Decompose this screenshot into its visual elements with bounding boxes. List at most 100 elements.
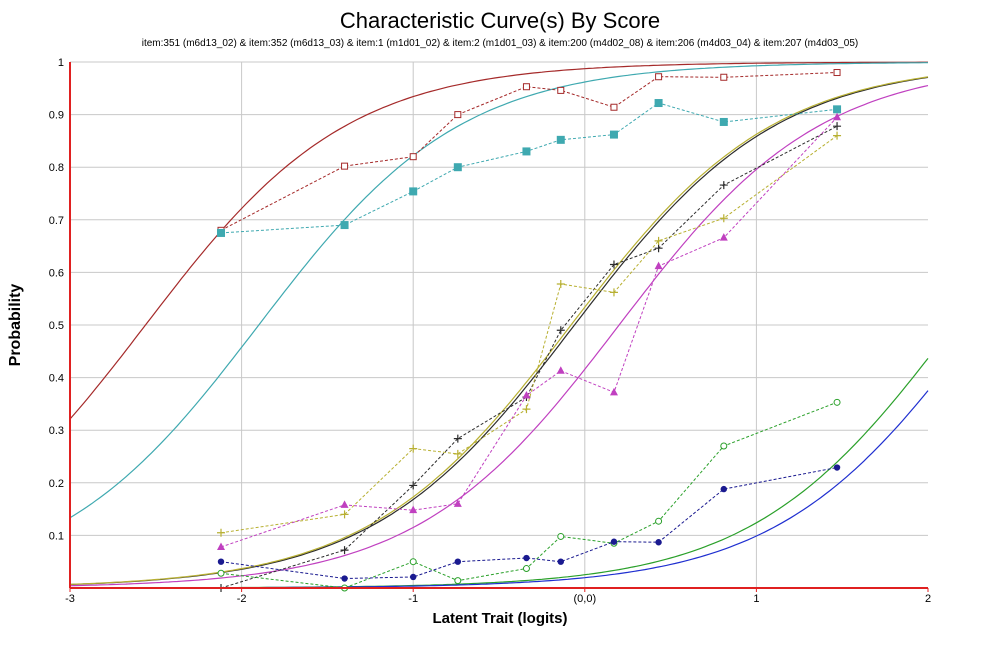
data-point-s1-5 [522,83,530,91]
data-point-s2-4 [453,163,462,172]
data-point-s6-1 [217,569,225,577]
data-point-s7-6 [557,558,564,565]
x-tick-label: -1 [408,593,418,605]
data-point-s5-7 [609,387,618,396]
data-point-s4-10 [833,131,842,140]
data-point-s3-7 [609,260,618,269]
model-curve-3 [69,76,929,586]
observed-line-1 [220,72,838,231]
data-point-s5-3 [409,505,418,514]
data-point-s1-2 [341,162,349,170]
data-point-s4-3 [409,444,418,453]
data-point-s3-3 [409,481,418,490]
data-point-s1-6 [557,86,565,94]
data-point-s4-7 [609,288,618,297]
data-point-s5-5 [522,390,531,399]
observed-line-2 [220,102,838,234]
data-point-s3-6 [556,326,565,335]
model-curve-4 [69,76,929,585]
data-point-s6-5 [522,565,530,573]
data-point-s2-5 [522,147,531,156]
observed-series [217,69,842,592]
data-point-s6-3 [409,558,417,566]
y-tick-label: 0.9 [49,110,64,122]
data-point-s3-2 [340,546,349,555]
data-point-s7-1 [217,558,225,565]
data-point-s4-9 [719,214,728,223]
data-point-s4-6 [556,279,565,288]
data-point-s7-2 [341,575,348,582]
y-tick-label: 0.8 [49,162,64,174]
model-curve-1 [69,61,928,420]
data-point-s7-4 [454,558,462,565]
model-curve-7 [70,390,929,589]
data-point-s4-4 [453,449,462,458]
model-curve-5 [69,85,929,587]
chart-subtitle: item:351 (m6d13_02) & item:352 (m6d13_03… [141,38,859,49]
data-point-s2-3 [409,187,418,196]
data-point-s7-8 [655,539,662,546]
chart-title: Characteristic Curve(s) By Score [339,8,661,33]
data-point-s7-9 [720,485,727,493]
data-point-s4-5 [522,405,531,414]
observed-line-5 [220,116,838,548]
y-tick-label: 0.4 [49,373,64,385]
data-point-s2-8 [654,99,663,108]
x-tick-label: -3 [65,593,75,605]
data-point-s5-6 [556,366,565,374]
data-point-s2-6 [556,135,565,144]
x-tick-label: 1 [753,593,759,605]
y-tick-label: 0.3 [49,425,64,437]
data-point-s1-3 [409,153,417,161]
data-point-s6-6 [557,532,565,540]
data-point-s2-1 [217,228,226,237]
data-point-s3-4 [453,434,462,443]
data-point-s6-10 [833,398,841,406]
grid [70,61,928,588]
data-point-s3-8 [654,244,663,253]
data-point-s6-8 [655,517,663,525]
data-point-s5-2 [340,500,349,508]
x-tick-label: -2 [237,593,247,605]
data-point-s6-4 [454,577,462,585]
data-point-s1-8 [655,73,663,81]
data-point-s4-2 [340,510,349,519]
data-point-s2-9 [719,117,728,126]
data-point-s4-1 [217,528,226,537]
x-axis-label: Latent Trait (logits) [432,610,568,627]
y-tick-label: 1 [58,57,64,69]
data-point-s1-10 [833,69,841,77]
observed-line-7 [220,467,838,580]
observed-line-6 [220,401,838,589]
data-point-s5-1 [217,542,226,550]
data-point-s5-10 [833,112,842,121]
data-point-s6-9 [720,442,728,450]
data-point-s1-4 [454,111,462,119]
data-point-s7-5 [523,554,530,562]
model-curve-6 [70,358,929,589]
data-point-s1-9 [720,73,728,81]
data-point-s1-7 [610,103,618,111]
data-point-s7-7 [610,538,618,545]
data-point-s3-10 [833,122,842,131]
data-point-s2-2 [340,221,349,230]
data-point-s5-9 [719,233,728,241]
y-tick-label: 0.7 [49,215,64,227]
y-tick-label: 0.2 [49,478,64,490]
model-curve-2 [69,62,928,519]
data-point-s3-9 [719,181,728,190]
axes: -3 -2 -1 (0,0) 1 2 0.1 0.2 0.3 0.4 0.5 0.6 0.7 0.8 0.9… [49,57,931,605]
y-tick-label: 0.6 [49,267,64,279]
y-tick-label: 0.5 [49,320,64,332]
data-point-s7-10 [833,464,841,471]
observed-line-3 [220,125,838,589]
x-tick-label: 2 [925,593,931,605]
data-point-s4-8 [654,236,663,245]
observed-line-4 [220,135,838,534]
data-point-s2-7 [609,130,618,139]
data-point-s5-4 [453,499,462,507]
data-point-s7-3 [410,573,417,581]
y-tick-label: 0.1 [49,530,64,542]
x-tick-label: (0,0) [573,593,596,605]
